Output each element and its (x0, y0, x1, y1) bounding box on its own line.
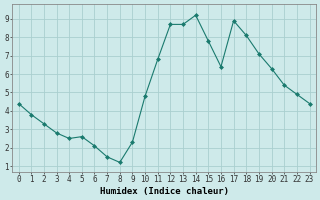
X-axis label: Humidex (Indice chaleur): Humidex (Indice chaleur) (100, 187, 228, 196)
